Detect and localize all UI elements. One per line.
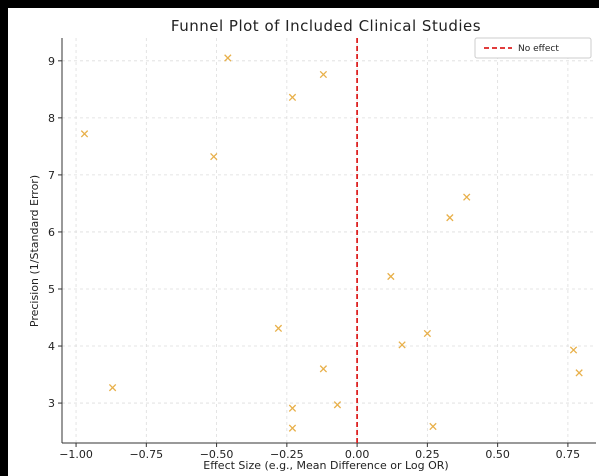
legend: No effect bbox=[474, 37, 592, 59]
data-point-x-marker bbox=[108, 384, 117, 392]
legend-box bbox=[474, 37, 592, 59]
data-point-x-marker bbox=[575, 369, 583, 377]
x-tick-label: −0.50 bbox=[200, 448, 234, 461]
x-tick-label: 0.00 bbox=[345, 448, 370, 461]
axes-layer bbox=[61, 38, 596, 444]
data-point-x-marker bbox=[569, 346, 578, 354]
data-point-x-marker bbox=[274, 324, 283, 333]
x-tick-label: −0.75 bbox=[129, 448, 163, 461]
grid-layer bbox=[62, 38, 596, 443]
data-point-x-marker bbox=[446, 214, 454, 222]
data-point-x-marker bbox=[398, 341, 406, 349]
funnel-plot-chart: −1.00 −0.75 −0.50 −0.25 0.00 0.25 0.50 0.75 3 4 5 6… bbox=[28, 17, 596, 472]
y-tick-label: 3 bbox=[48, 397, 55, 410]
data-point-x-marker bbox=[288, 424, 297, 432]
y-tick-label: 6 bbox=[48, 226, 55, 239]
data-point-x-marker bbox=[429, 422, 437, 431]
data-point-x-marker bbox=[210, 152, 218, 161]
data-point-x-marker bbox=[288, 404, 297, 412]
x-tick-label: −1.00 bbox=[59, 448, 93, 461]
data-point-x-marker bbox=[319, 365, 328, 373]
y-axis-label: Precision (1/Standard Error) bbox=[28, 175, 41, 327]
data-point-x-marker bbox=[463, 193, 471, 201]
data-point-x-marker bbox=[224, 54, 232, 62]
data-point-x-marker bbox=[288, 93, 297, 101]
x-tick-label: −0.25 bbox=[270, 448, 304, 461]
ticks-layer: −1.00 −0.75 −0.50 −0.25 0.00 0.25 0.50 0.75 3 4 5 6… bbox=[48, 55, 580, 461]
y-tick-label: 4 bbox=[48, 340, 55, 353]
data-point-x-marker bbox=[319, 70, 328, 79]
data-point-x-marker bbox=[80, 130, 89, 138]
x-axis-label: Effect Size (e.g., Mean Difference or Lo… bbox=[203, 459, 448, 472]
chart-frame: −1.00 −0.75 −0.50 −0.25 0.00 0.25 0.50 0.75 3 4 5 6… bbox=[8, 8, 599, 476]
x-tick-label: 0.50 bbox=[485, 448, 510, 461]
x-tick-label: 0.25 bbox=[415, 448, 440, 461]
y-tick-label: 8 bbox=[48, 112, 55, 125]
legend-no-effect-label: No effect bbox=[518, 44, 559, 54]
points-layer bbox=[80, 54, 583, 432]
data-point-x-marker bbox=[333, 401, 342, 409]
data-point-x-marker bbox=[423, 329, 432, 338]
y-tick-label: 5 bbox=[48, 283, 55, 296]
x-tick-label: 0.75 bbox=[556, 448, 581, 461]
y-tick-label: 7 bbox=[48, 169, 55, 182]
chart-title: Funnel Plot of Included Clinical Studies bbox=[171, 17, 481, 35]
data-point-x-marker bbox=[387, 272, 395, 281]
y-tick-label: 9 bbox=[48, 55, 55, 68]
